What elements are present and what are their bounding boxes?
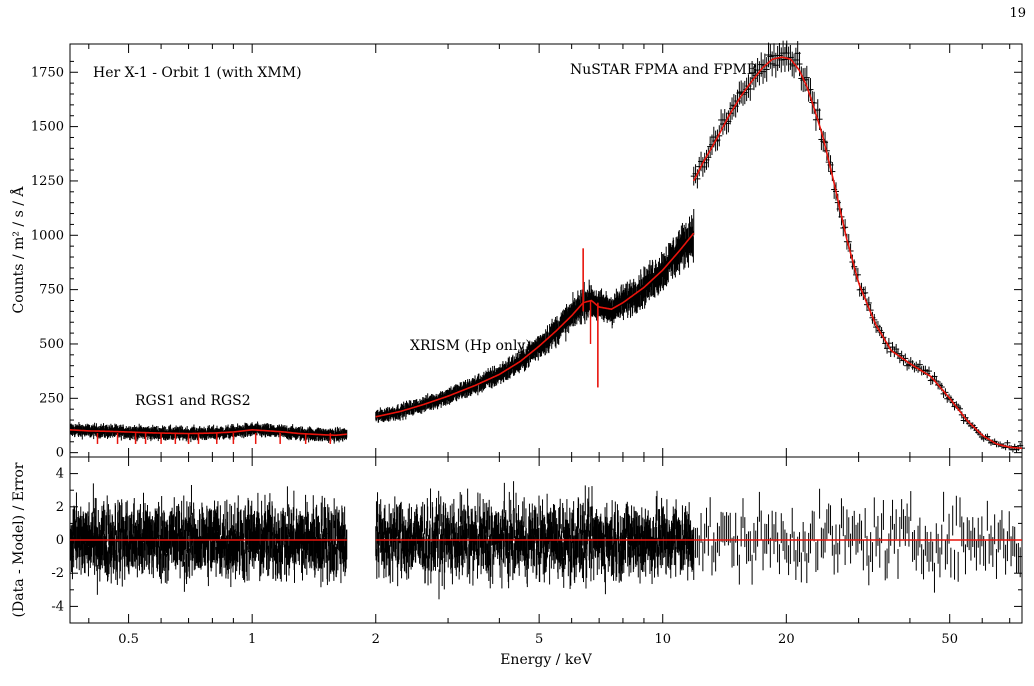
annotation-xrism: XRISM (Hp only) bbox=[410, 338, 531, 354]
annotation-nustar: NuSTAR FPMA and FPMB bbox=[570, 62, 757, 78]
x-tick-label: 5 bbox=[535, 632, 543, 647]
y-tick-label-bottom: 2 bbox=[56, 500, 64, 515]
spectrum-data bbox=[69, 40, 1025, 453]
y-tick-label-bottom: -4 bbox=[51, 599, 64, 614]
annotation-rgs: RGS1 and RGS2 bbox=[135, 393, 251, 409]
y-tick-label-bottom: 4 bbox=[56, 467, 64, 482]
y-tick-label-top: 750 bbox=[39, 283, 64, 298]
x-tick-label: 20 bbox=[778, 632, 795, 647]
annotation-title: Her X-1 - Orbit 1 (with XMM) bbox=[93, 65, 302, 81]
model-line-0 bbox=[70, 429, 347, 437]
y-axis-label-bottom: (Data - Model) / Error bbox=[11, 462, 27, 617]
spectrum-axes: 0 250 500 750 1000 1250 1500 1750 bbox=[31, 60, 1022, 461]
model-line-2 bbox=[692, 56, 1023, 450]
y-tick-label-top: 1500 bbox=[31, 120, 64, 135]
x-tick-label: 50 bbox=[941, 632, 958, 647]
x-tick-label: 0.5 bbox=[118, 632, 139, 647]
y-tick-label-bottom: -2 bbox=[51, 566, 64, 581]
y-tick-label-top: 1000 bbox=[31, 228, 64, 243]
y-tick-label-top: 1750 bbox=[31, 65, 64, 80]
y-tick-label-top: 1250 bbox=[31, 174, 64, 189]
x-tick-label: 1 bbox=[248, 632, 256, 647]
page-number: 19 bbox=[1009, 6, 1026, 21]
y-tick-label-top: 0 bbox=[56, 446, 64, 461]
x-tick-label: 2 bbox=[372, 632, 380, 647]
y-tick-label-bottom: 0 bbox=[56, 533, 64, 548]
residual-data bbox=[69, 481, 1023, 600]
y-tick-label-top: 250 bbox=[39, 391, 64, 406]
residual-axes: -4 -2 0 2 4 0.5 1 2 5 10 20 50 bbox=[51, 44, 1022, 647]
model-line-1 bbox=[375, 232, 695, 418]
x-axis-label: Energy / keV bbox=[500, 652, 592, 668]
x-tick-label: 10 bbox=[654, 632, 671, 647]
y-tick-label-top: 500 bbox=[39, 337, 64, 352]
spectrum-model bbox=[70, 56, 1023, 450]
y-axis-label-top: Counts / m² / s / Å bbox=[9, 186, 27, 314]
